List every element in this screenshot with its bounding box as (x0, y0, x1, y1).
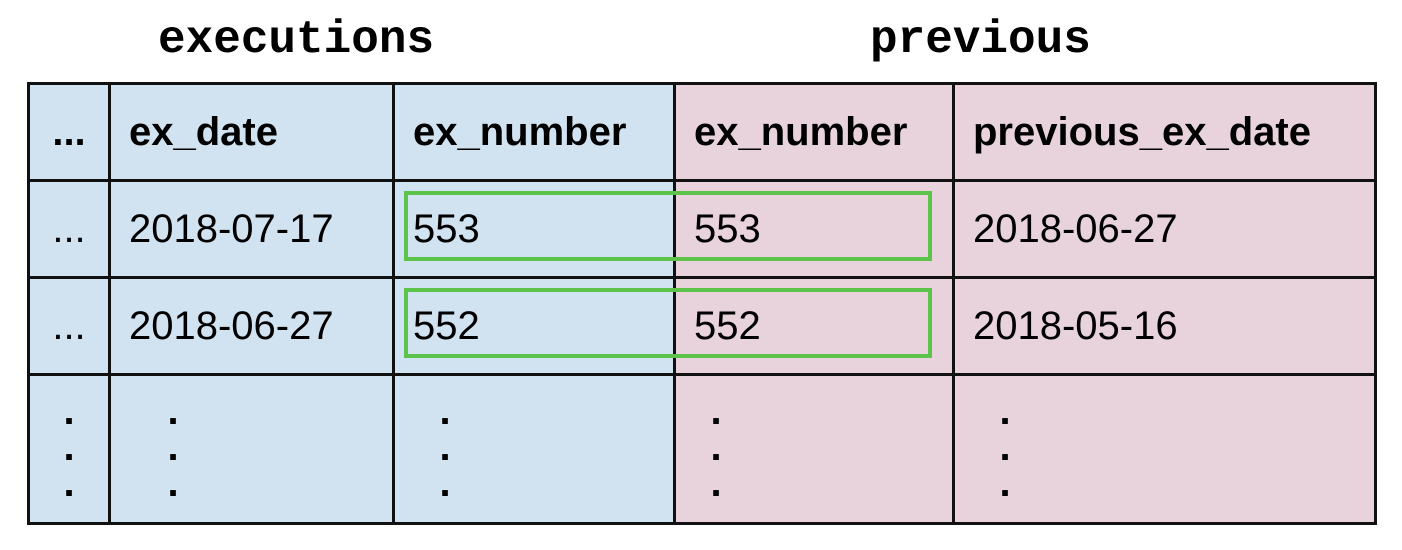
row-ex-number-left-cell: 552 (392, 276, 676, 376)
row-ex-date-cell: 2018-06-27 (108, 276, 395, 376)
executions-table-title: executions (158, 14, 435, 66)
header-row: ... ex_date ex_number ex_number previous… (27, 82, 1377, 182)
header-ellipsis-cell: ... (27, 82, 111, 182)
header-ex-number-right-cell: ex_number (673, 82, 955, 182)
row-ex-number-right-cell: 552 (673, 276, 955, 376)
vertical-ellipsis: ... (63, 388, 75, 505)
row-previous-ex-date-cell: 2018-06-27 (952, 179, 1377, 279)
continuation-cell: ... (392, 373, 676, 525)
table-row: ... 2018-07-17 553 553 2018-06-27 (27, 179, 1377, 279)
row-ellipsis-cell: ... (27, 276, 111, 376)
row-ex-number-left-cell: 553 (392, 179, 676, 279)
vertical-ellipsis: ... (710, 388, 722, 505)
previous-table-title: previous (870, 14, 1091, 66)
continuation-cell: ... (673, 373, 955, 525)
header-ex-date-cell: ex_date (108, 82, 395, 182)
continuation-row: ... ... ... ... ... (27, 373, 1377, 525)
header-previous-ex-date-cell: previous_ex_date (952, 82, 1377, 182)
continuation-cell: ... (952, 373, 1377, 525)
vertical-ellipsis: ... (999, 388, 1011, 505)
row-ellipsis-cell: ... (27, 179, 111, 279)
table-row: ... 2018-06-27 552 552 2018-05-16 (27, 276, 1377, 376)
vertical-ellipsis: ... (167, 388, 179, 505)
header-ex-number-left-cell: ex_number (392, 82, 676, 182)
continuation-cell: ... (27, 373, 111, 525)
row-ex-number-right-cell: 553 (673, 179, 955, 279)
row-ex-date-cell: 2018-07-17 (108, 179, 395, 279)
joined-tables-grid: ... ex_date ex_number ex_number previous… (27, 82, 1377, 525)
continuation-cell: ... (108, 373, 395, 525)
vertical-ellipsis: ... (439, 388, 451, 505)
row-previous-ex-date-cell: 2018-05-16 (952, 276, 1377, 376)
